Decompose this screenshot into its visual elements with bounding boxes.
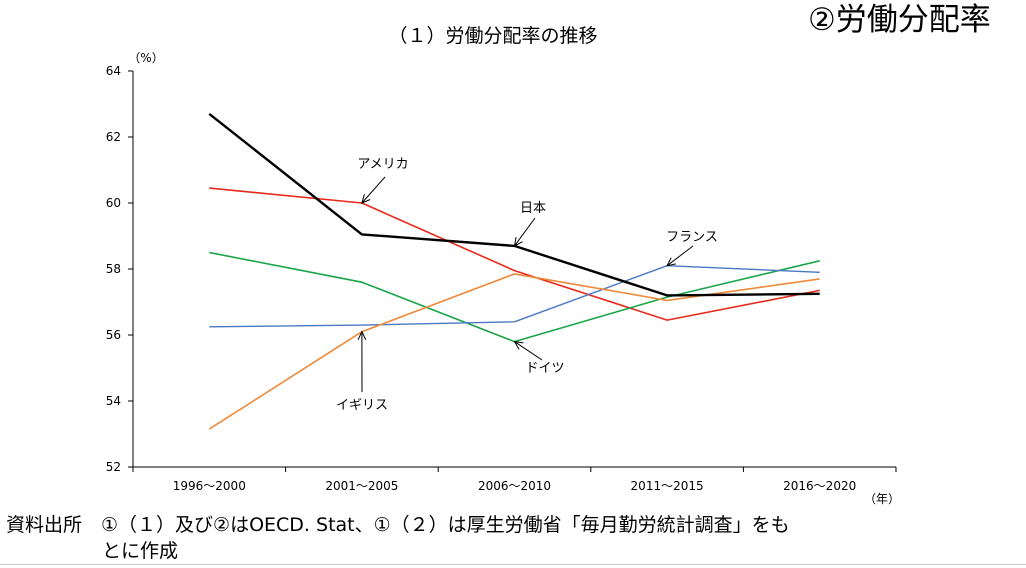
- x-axis-unit: （年）: [864, 492, 900, 506]
- series-label: フランス: [666, 230, 718, 245]
- callout-arrow-head: [361, 194, 371, 204]
- series-label: 日本: [520, 201, 546, 216]
- callout-leader: [514, 341, 543, 361]
- y-tick-label: 54: [106, 394, 121, 408]
- x-tick-label: 1996～2000: [173, 479, 246, 493]
- x-tick-label: 2016～2020: [783, 479, 856, 493]
- source-note-line-1: 資料出所 ①（１）及び②はOECD. Stat、①（２）は厚生労働省「毎月勤労統…: [6, 514, 790, 536]
- callout-arrow-head: [513, 340, 524, 350]
- series-label: ドイツ: [525, 361, 564, 376]
- source-note: 資料出所 ①（１）及び②はOECD. Stat、①（２）は厚生労働省「毎月勤労統…: [6, 512, 790, 564]
- series-line-5: [208, 273, 820, 430]
- series-line-2: [209, 187, 820, 321]
- x-tick-label: 2011～2015: [631, 479, 704, 493]
- y-axis-unit: （%）: [128, 51, 163, 65]
- series-line-3: [209, 251, 820, 343]
- callout-arrow-head: [513, 237, 523, 247]
- source-note-line-2: とに作成: [102, 540, 179, 562]
- series-line-4: [209, 265, 820, 328]
- callout-leader: [514, 217, 536, 247]
- series-label: アメリカ: [357, 157, 408, 172]
- y-tick-label: 58: [106, 262, 121, 276]
- callout-arrow-head: [666, 257, 677, 267]
- x-tick-label: 2001～2005: [325, 479, 398, 493]
- y-tick-label: 64: [106, 64, 121, 78]
- chart-title: （１）労働分配率の推移: [388, 25, 597, 47]
- y-tick-label: 62: [106, 130, 121, 144]
- callout-arrow-head: [357, 330, 367, 341]
- bottom-divider: [0, 564, 1026, 565]
- callout-leader: [361, 176, 386, 204]
- x-tick-label: 2006～2010: [478, 479, 551, 493]
- series-label: イギリス: [336, 398, 388, 413]
- y-tick-label: 56: [106, 328, 121, 342]
- callout-leader: [666, 245, 694, 267]
- y-tick-label: 52: [106, 460, 121, 474]
- y-tick-label: 60: [106, 196, 121, 210]
- section-headline: ②労働分配率: [808, 2, 991, 38]
